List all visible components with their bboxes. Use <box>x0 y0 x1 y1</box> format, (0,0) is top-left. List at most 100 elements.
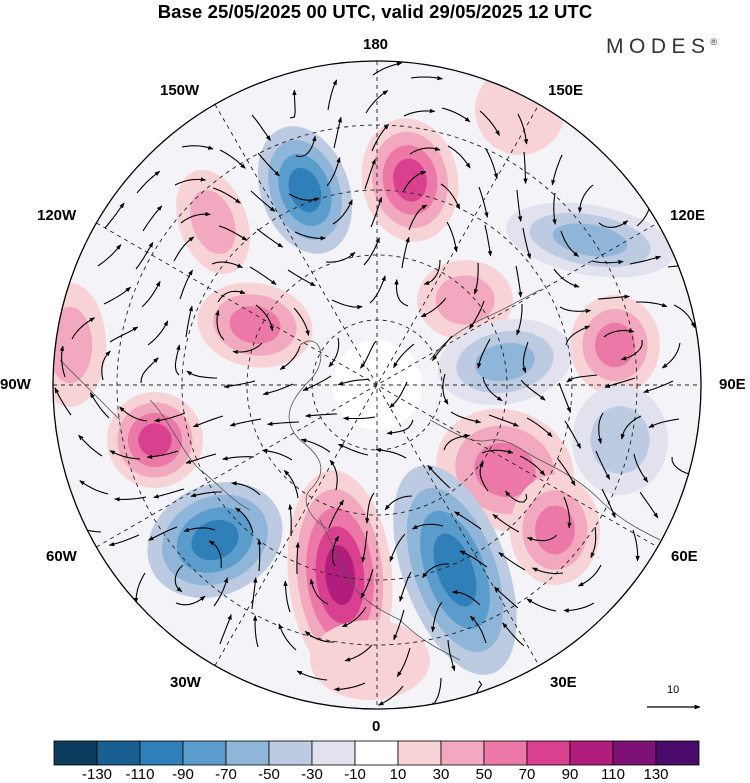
wind-streamline <box>288 193 320 202</box>
wind-streamline <box>229 418 262 427</box>
wind-streamline <box>208 540 222 569</box>
wind-streamline <box>375 447 407 459</box>
page-title: Base 25/05/2025 00 UTC, valid 29/05/2025… <box>157 1 593 22</box>
wind-streamline <box>79 480 109 495</box>
wind-streamline <box>257 538 262 572</box>
wind-streamline <box>478 461 489 492</box>
anomaly-contour <box>475 65 565 155</box>
colorbar-tick-label: 90 <box>561 766 579 783</box>
lon-label-120w: 120W <box>37 207 77 224</box>
wind-streamline <box>326 156 341 187</box>
wind-streamline <box>211 261 243 269</box>
latitude-circle <box>246 254 508 516</box>
wind-streamline <box>423 259 441 285</box>
colorbar-tick-label: -50 <box>258 766 280 783</box>
wind-streamline <box>450 411 482 424</box>
wind-streamline <box>515 265 523 298</box>
wind-streamline <box>393 609 405 641</box>
wind-streamline <box>363 237 380 266</box>
wind-streamline <box>558 382 572 413</box>
wind-streamline <box>179 269 193 300</box>
wind-streamline <box>478 186 489 218</box>
brand-registered-mark: ® <box>710 37 718 47</box>
wind-streamline <box>309 578 329 605</box>
wind-streamline <box>393 343 415 369</box>
wind-streamline <box>521 341 529 374</box>
wind-streamline <box>101 350 111 381</box>
wind-streamline <box>293 307 310 337</box>
wind-streamline <box>250 190 276 212</box>
wind-streamline <box>108 534 140 547</box>
wind-streamline <box>142 205 163 232</box>
wind-streamline <box>255 304 274 332</box>
colorbar-tick-label: 110 <box>601 766 625 783</box>
lon-label-150e: 150E <box>548 82 584 99</box>
wind-streamline <box>565 325 591 346</box>
wind-streamline <box>469 615 487 644</box>
wind-streamline <box>147 320 169 346</box>
reference-vector-label: 10 <box>667 684 680 696</box>
wind-streamline <box>252 615 259 648</box>
wind-streamline <box>473 262 479 295</box>
wind-streamline <box>384 495 413 511</box>
wind-streamline <box>328 337 340 368</box>
wind-streamline <box>454 511 482 530</box>
wind-streamline <box>135 241 154 270</box>
wind-streamline <box>78 434 103 457</box>
wind-streamline <box>249 266 277 286</box>
brand-name: MODES <box>606 35 711 58</box>
wind-streamline <box>185 305 193 338</box>
wind-streamline <box>481 449 514 454</box>
wind-streamline <box>459 550 488 568</box>
wind-streamline <box>360 568 374 599</box>
wind-streamline <box>256 228 284 248</box>
wind-streamline <box>636 301 668 308</box>
brand-logo: MODES® <box>606 35 717 59</box>
wind-streamline <box>430 601 443 633</box>
wind-streamline <box>333 682 366 692</box>
wind-streamline <box>564 420 582 449</box>
wind-streamline <box>333 116 342 149</box>
wind-streamline <box>526 534 558 542</box>
wind-streamline <box>479 110 500 136</box>
coastline-segment <box>429 289 541 361</box>
wind-streamline <box>551 154 563 186</box>
colorbar-swatch <box>354 740 399 766</box>
wind-streamline <box>601 488 616 519</box>
lon-label-0: 0 <box>372 718 381 735</box>
wind-streamline <box>71 317 96 340</box>
wind-streamline <box>305 413 338 418</box>
latitude-circle <box>116 124 638 646</box>
wind-streamline <box>365 492 375 524</box>
wind-streamline <box>183 527 216 532</box>
wind-streamline <box>331 535 340 567</box>
colorbar-tick-label: 130 <box>643 766 669 783</box>
wind-streamline <box>591 259 624 265</box>
wind-streamline <box>402 170 427 193</box>
wind-streamline <box>531 567 564 575</box>
colorbar-swatch <box>225 740 270 766</box>
wind-streamline <box>516 189 523 222</box>
wind-streamline <box>219 614 232 645</box>
wind-streamline <box>469 300 485 330</box>
wind-streamline <box>154 412 186 423</box>
wind-streamline <box>279 345 301 370</box>
wind-streamline <box>153 488 185 499</box>
wind-streamline <box>267 421 300 426</box>
wind-streamline <box>492 513 520 533</box>
wind-streamline <box>332 199 353 225</box>
wind-streamline <box>223 380 256 389</box>
wind-streamline <box>604 377 636 388</box>
wind-streamline <box>296 670 328 681</box>
wind-streamline <box>559 306 592 314</box>
anomaly-contour <box>191 519 239 561</box>
lon-label-30w: 30W <box>170 674 201 691</box>
colorbar-swatch <box>96 740 141 766</box>
wind-streamline <box>192 415 224 428</box>
colorbar-swatch <box>526 740 571 766</box>
wind-streamline <box>477 338 491 369</box>
wind-streamline <box>485 148 498 179</box>
anomaly-contour <box>288 167 322 213</box>
wind-streamline <box>520 379 546 401</box>
